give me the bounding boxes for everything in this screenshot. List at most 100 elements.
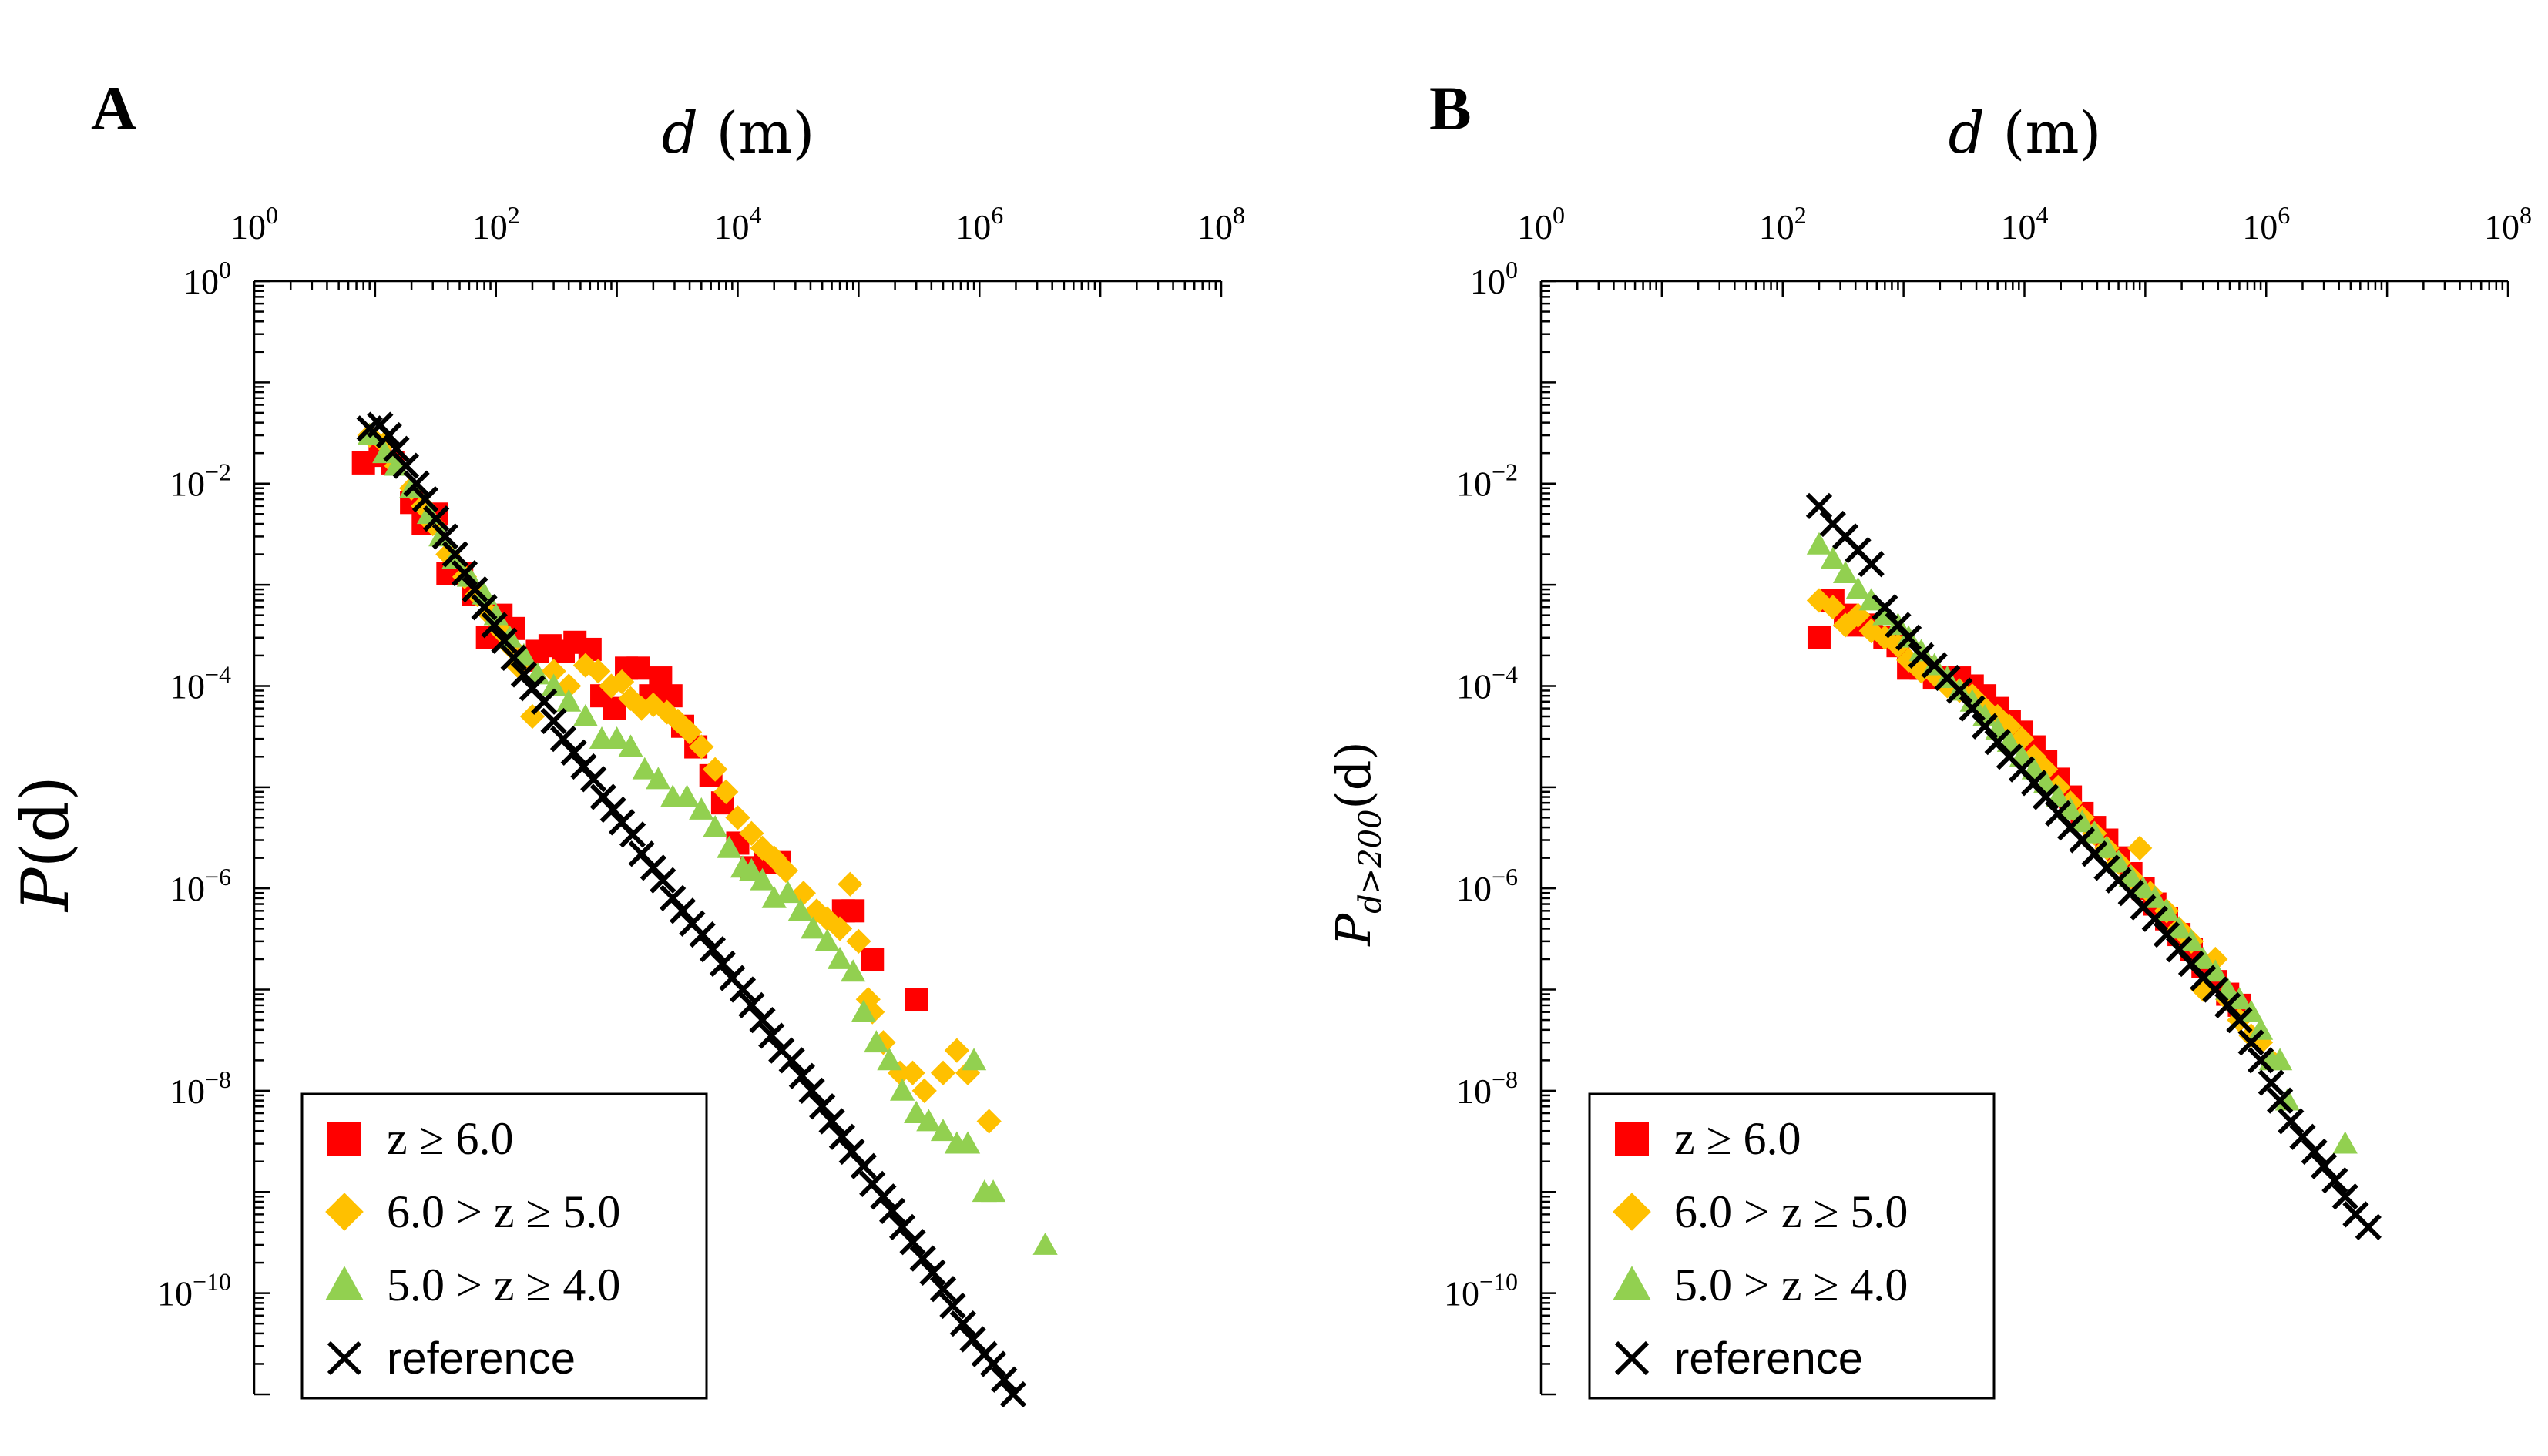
legend-label-z4: 5.0 > z ≥ 4.0 [387,1260,620,1310]
panel-label: B [1429,73,1472,143]
data-point [900,1060,925,1085]
legend-label-z5: 6.0 > z ≥ 5.0 [387,1186,620,1237]
legend-marker-z6 [1615,1122,1649,1156]
data-point [2227,987,2252,1010]
series-reference [1805,492,2382,1240]
x-tick-label: 102 [1759,201,1807,247]
data-point [580,766,607,793]
data-point [1908,642,1935,669]
x-axis-title: d (m) [662,100,815,166]
data-point [541,659,566,684]
data-point [560,739,587,766]
legend-box [1588,1092,1996,1400]
y-tick-label: 10−4 [170,660,231,706]
data-point [422,505,450,532]
data-point [1845,576,1871,599]
data-point [531,688,558,715]
data-point [1820,595,1845,620]
data-point [500,644,527,671]
data-point [646,767,671,790]
data-point [462,575,488,603]
data-point [738,991,765,1019]
data-point [2141,905,2168,932]
data-point [441,541,468,568]
data-point [572,703,599,726]
data-point [689,921,716,948]
data-point [750,835,775,861]
x-tick-label: 108 [2484,201,2532,247]
data-point [2226,1006,2253,1034]
x-tick-label: 106 [2242,201,2290,247]
data-point [773,857,799,884]
data-point [864,1030,889,1053]
y-tick-label: 10−2 [1456,458,1518,504]
x-tick-label: 106 [955,201,1003,247]
data-point [2130,876,2156,899]
data-point [798,1077,825,1105]
data-point [2106,850,2131,873]
data-point [626,656,650,680]
data-point [888,1213,916,1240]
data-point [2355,1213,2382,1240]
x-tick-label: 100 [1517,201,1565,247]
data-point [541,673,566,696]
data-point [703,757,728,782]
legend-label-reference: reference [387,1334,576,1384]
data-point [775,881,801,904]
data-point [491,627,518,654]
data-point [2268,1048,2293,1071]
legend-label-z6: z ≥ 6.0 [1674,1113,1801,1164]
data-point [838,871,863,897]
data-point [2331,1183,2358,1210]
data-point [909,1245,936,1272]
data-point [676,720,703,745]
data-point [904,1100,929,1123]
legend-label-reference: reference [1674,1334,1863,1384]
data-point [911,1078,937,1104]
x-axis-title: d (m) [1949,100,2102,166]
legend: z ≥ 6.0 6.0 > z ≥ 5.0 5.0 > z ≥ 4.0 referen… [1588,1092,1996,1400]
data-point [827,946,853,969]
data-point [846,928,871,954]
data-point [2070,810,2095,833]
data-point [2032,783,2060,810]
data-point [650,867,676,894]
data-point [761,845,787,871]
y-tick-label: 10−2 [170,458,231,504]
data-point [632,757,657,780]
data-point [905,988,928,1011]
series-z4 [357,422,1058,1255]
data-point [1805,492,1833,519]
data-point [750,867,775,891]
data-point [1946,677,1973,704]
data-point [818,1108,845,1135]
x-tick-label: 108 [1197,201,1245,247]
legend-marker-z4 [1613,1266,1651,1300]
data-point [890,1078,915,1101]
data-point [919,1259,946,1286]
data-point [877,1048,902,1071]
data-point [929,1276,957,1303]
data-point [689,797,714,820]
data-point [2094,835,2120,858]
data-point [841,959,866,982]
data-point [861,948,885,971]
y-tick-label: 10−8 [1456,1065,1518,1111]
data-point [870,1183,897,1210]
data-point [1858,588,1884,611]
data-point [828,1123,856,1150]
data-point [739,857,764,881]
data-point [916,1109,942,1132]
data-point [689,734,714,760]
legend-marker-reference [327,1340,362,1376]
y-tick-label: 10−6 [1456,863,1518,908]
data-point [801,916,826,939]
data-point [510,661,538,688]
data-point [961,1048,987,1071]
legend: z ≥ 6.0 6.0 > z ≥ 5.0 5.0 > z ≥ 4.0 referen… [300,1092,708,1400]
data-point [778,1047,805,1074]
data-point [699,936,727,963]
data-point [1032,1232,1058,1255]
data-point [2058,797,2083,820]
